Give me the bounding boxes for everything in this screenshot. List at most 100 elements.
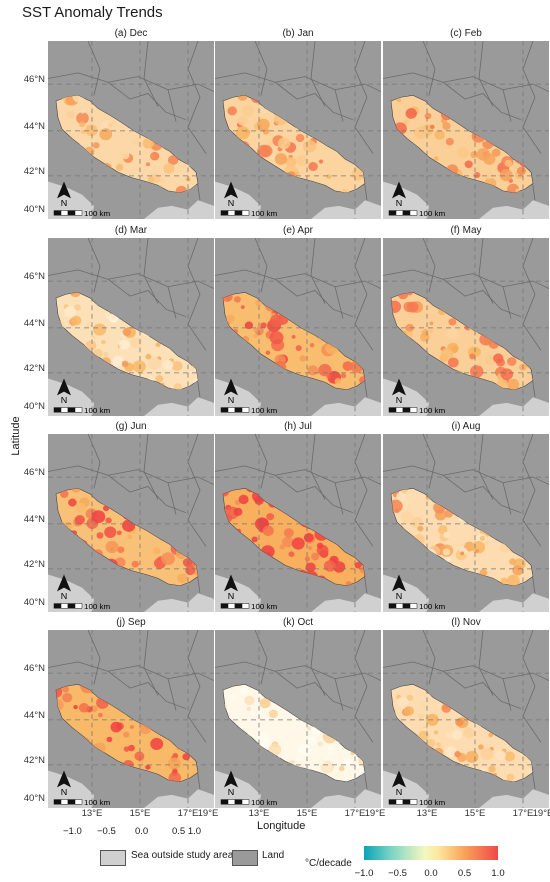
trend-cell (292, 127, 299, 134)
trend-cell (113, 583, 119, 586)
trend-cell (488, 781, 494, 782)
trend-cell (160, 382, 165, 387)
trend-cell (117, 580, 132, 586)
trend-cell (524, 755, 529, 760)
trend-cell (56, 524, 60, 530)
trend-cell (506, 574, 520, 586)
trend-cell (314, 527, 329, 541)
trend-cell (159, 178, 165, 184)
trend-cell (504, 534, 517, 546)
trend-cell (167, 514, 180, 526)
trend-cell (66, 727, 73, 734)
trend-cell (424, 775, 439, 782)
trend-cell (392, 132, 398, 139)
country-border (215, 465, 381, 485)
longitude-tick: 15°E (296, 808, 318, 819)
trend-cell (356, 488, 363, 495)
trend-cell (311, 704, 324, 716)
trend-cell (142, 694, 149, 701)
sea-outside-area (144, 200, 214, 219)
trend-cell (423, 548, 437, 561)
trend-cell (244, 695, 255, 706)
country-border (107, 474, 187, 514)
trend-cell (143, 488, 157, 498)
trend-cell (332, 771, 341, 780)
trend-cell (83, 184, 92, 192)
trend-cell (482, 779, 489, 782)
country-border (478, 238, 494, 304)
trend-cell (341, 99, 355, 113)
sea-outside-area (311, 593, 381, 612)
trend-cell (159, 320, 164, 325)
trend-cell (398, 330, 408, 340)
trend-cell (461, 701, 467, 706)
trend-cell (160, 729, 167, 735)
trend-cell (96, 532, 104, 539)
trend-cell (298, 577, 304, 583)
trend-cell (262, 525, 274, 537)
trend-cell (438, 296, 447, 305)
trend-cell (240, 561, 254, 573)
longitude-tick: 19°E (364, 808, 386, 819)
trend-cell (258, 732, 269, 742)
north-arrow: N (224, 770, 238, 797)
trend-cell (418, 713, 424, 719)
scale-bar: 100 km (388, 406, 445, 415)
trend-cell (500, 368, 514, 381)
country-border (107, 81, 187, 121)
trend-cell (295, 134, 305, 143)
trend-cell (131, 560, 139, 568)
longitude-tick: 17°E (512, 808, 534, 819)
trend-cell (312, 308, 324, 320)
trend-cell (128, 501, 135, 509)
trend-cell (236, 141, 250, 154)
trend-cell (243, 733, 251, 741)
scale-bar: 100 km (53, 209, 110, 218)
trend-cell (307, 726, 312, 731)
country-border (274, 474, 354, 514)
country-border (215, 72, 381, 92)
north-label: N (61, 787, 67, 797)
trend-cell (166, 292, 176, 298)
trend-cell (321, 113, 332, 124)
trend-cell (309, 515, 323, 528)
trend-cell (95, 300, 102, 306)
trend-cell (391, 315, 396, 324)
trend-cell (291, 334, 296, 339)
country-border (187, 238, 207, 351)
latitude-tick: 44°N (23, 710, 45, 722)
trend-cell (391, 144, 397, 154)
trend-cell (444, 149, 451, 156)
sea-outside-area (311, 789, 381, 808)
trend-cell (477, 577, 486, 585)
trend-cell (96, 697, 109, 709)
trend-cell (391, 488, 398, 493)
trend-cell (265, 300, 277, 312)
trend-cell (164, 525, 177, 537)
trend-cell (356, 127, 365, 137)
trend-cell (111, 95, 120, 100)
trend-cell (466, 378, 472, 384)
stray-tick: 0.0 (135, 826, 149, 837)
north-label: N (228, 198, 234, 208)
trend-cell (225, 152, 238, 163)
trend-cell (256, 581, 264, 586)
country-border (354, 434, 374, 547)
country-border (478, 41, 494, 107)
trend-cell (71, 315, 82, 326)
trend-cell (340, 332, 349, 341)
trend-cell (301, 688, 311, 697)
panel-title: (c) Feb (450, 28, 482, 39)
country-border (143, 41, 159, 107)
trend-cell (56, 168, 61, 173)
trend-cell (75, 503, 87, 513)
trend-cell (396, 98, 402, 103)
trend-cell (118, 383, 132, 390)
trend-cell (265, 350, 271, 355)
trend-cell (509, 536, 515, 543)
country-border (48, 269, 214, 289)
trend-cell (406, 694, 414, 701)
trend-cell (320, 504, 328, 511)
trend-cell (236, 756, 245, 765)
map-area: N 100 km (215, 41, 381, 219)
